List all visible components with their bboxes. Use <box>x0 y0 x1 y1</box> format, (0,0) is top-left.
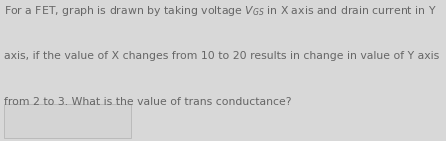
Text: axis, if the value of X changes from 10 to 20 results in change in value of Y ax: axis, if the value of X changes from 10 … <box>4 51 439 61</box>
Text: from 2 to 3. What is the value of trans conductance?: from 2 to 3. What is the value of trans … <box>4 97 291 107</box>
Text: For a FET, graph is drawn by taking voltage $V_{GS}$ in X axis and drain current: For a FET, graph is drawn by taking volt… <box>4 4 436 18</box>
Bar <box>4 104 131 138</box>
